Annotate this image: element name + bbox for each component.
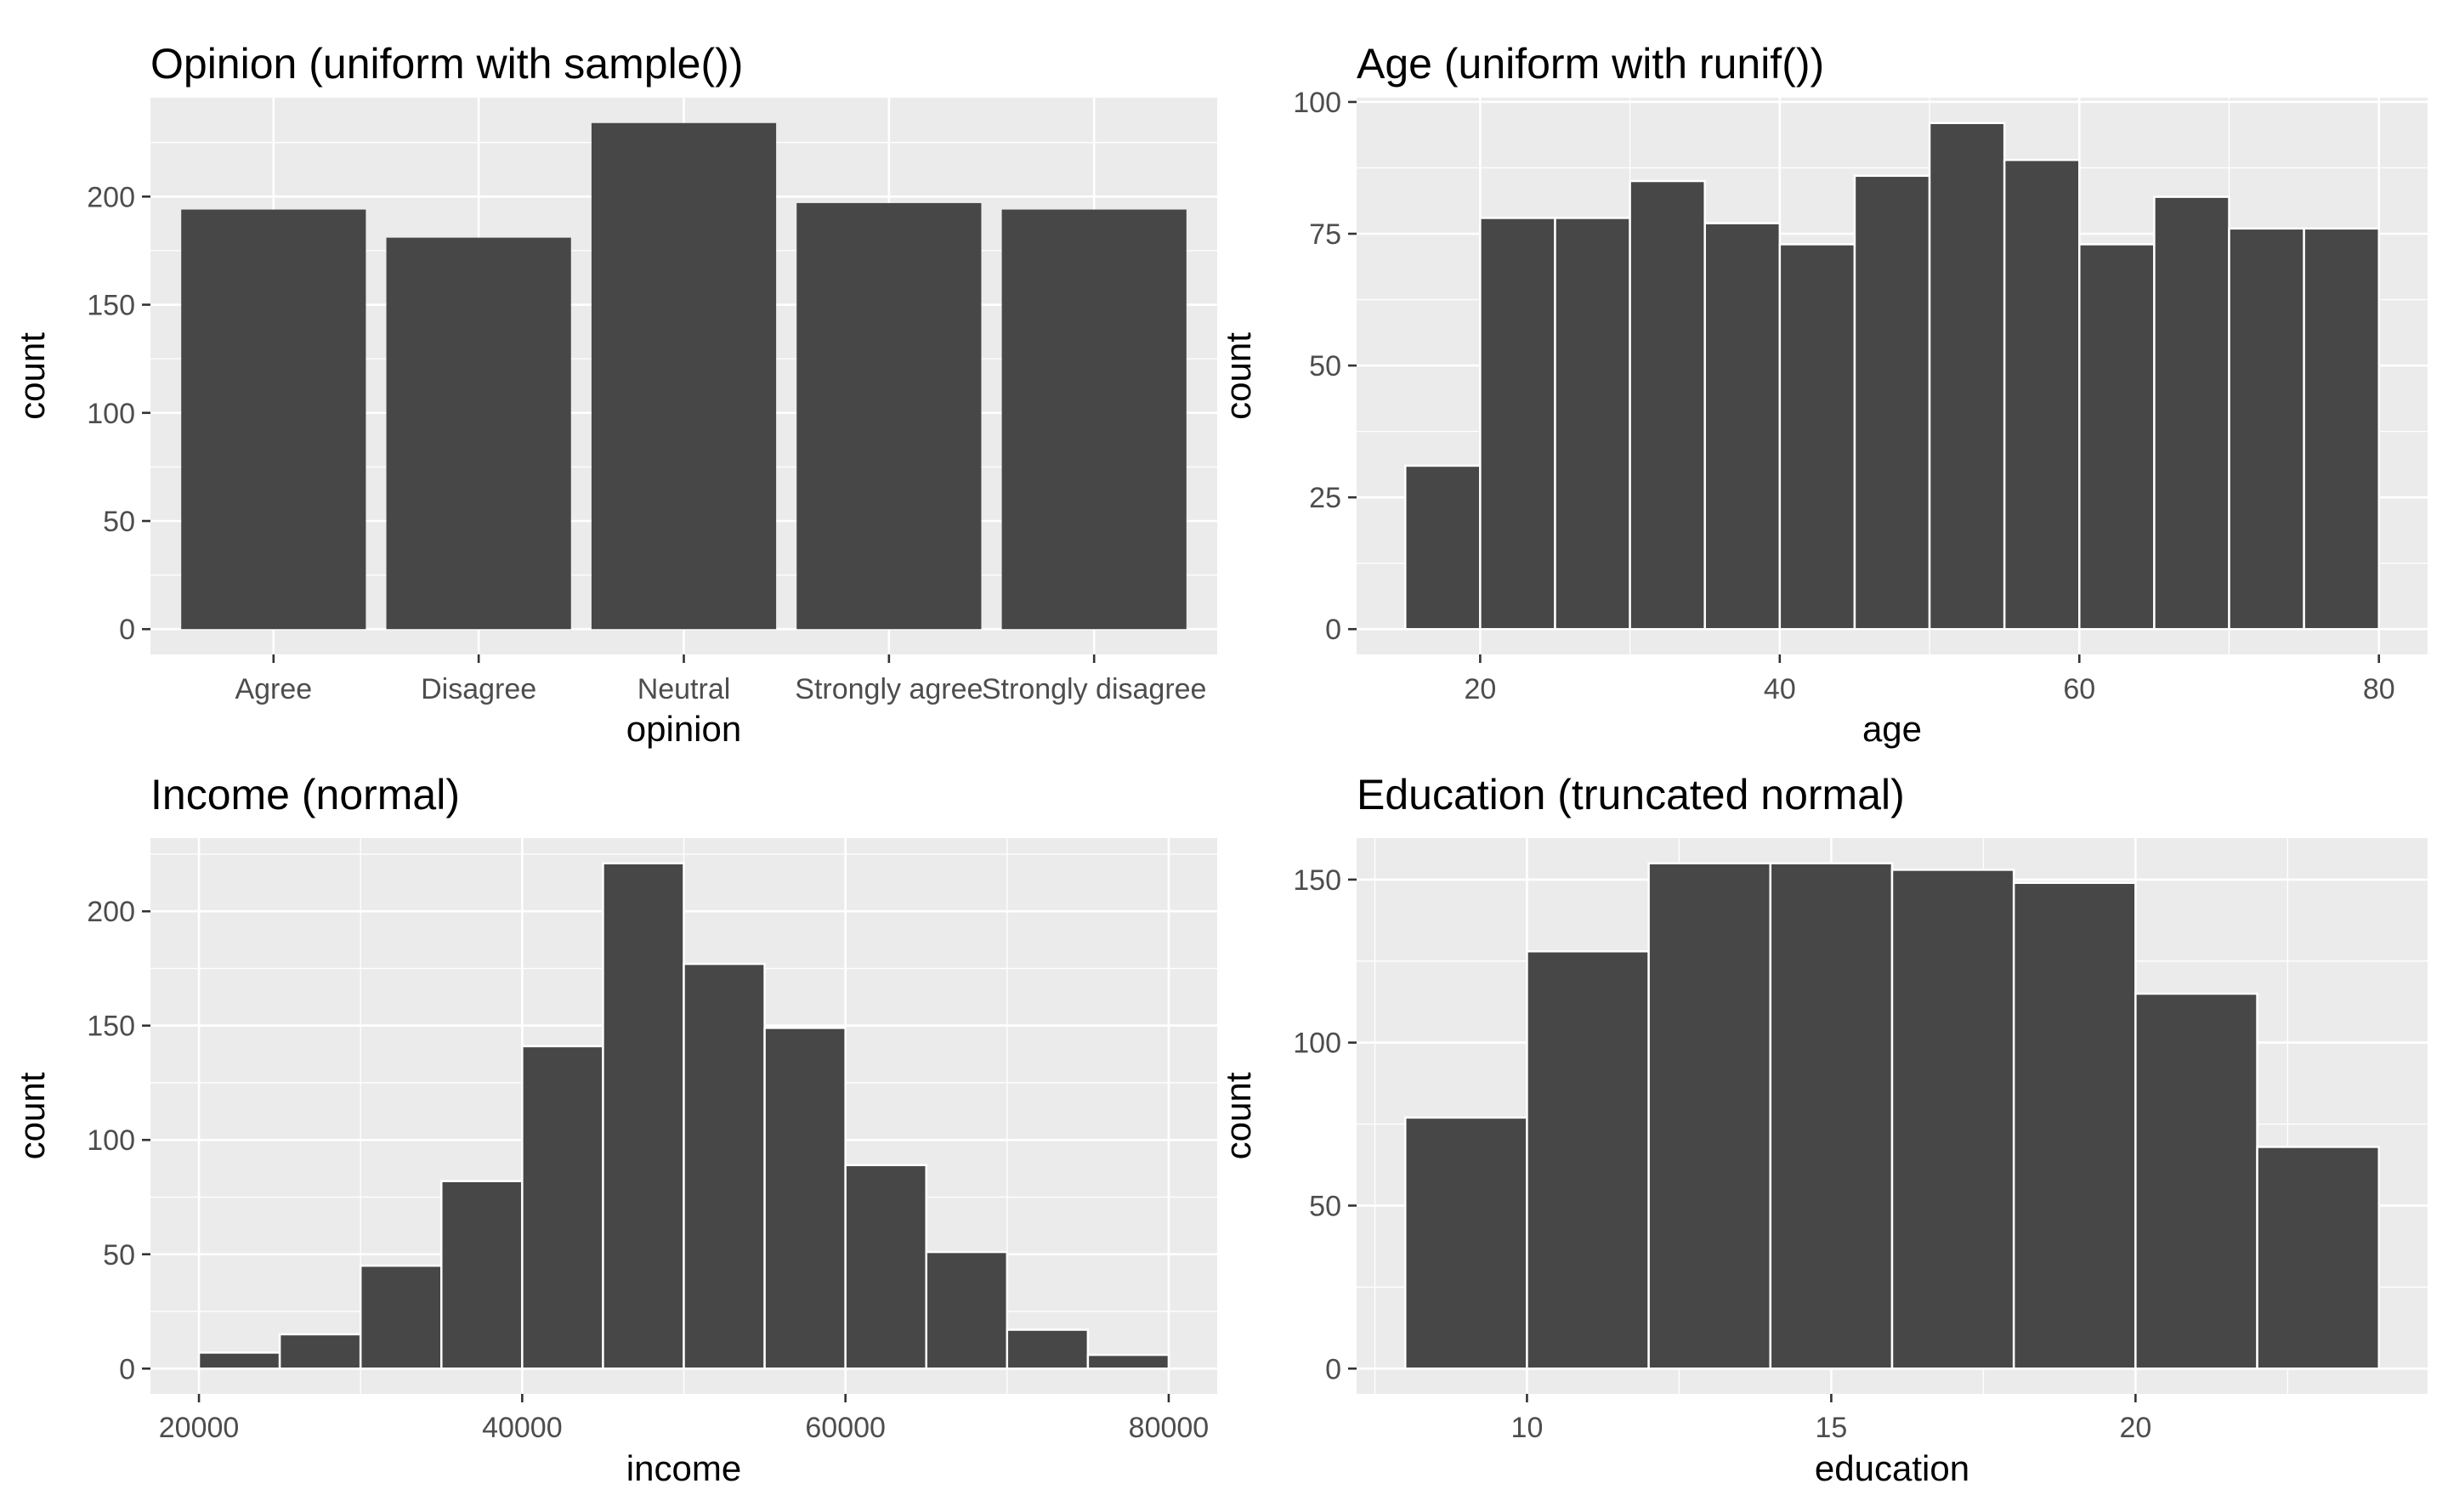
chart-title: Opinion (uniform with sample())	[150, 40, 743, 88]
y-tick-label: 0	[119, 1353, 135, 1385]
y-tick-label: 200	[87, 896, 135, 928]
x-tick-label: 20	[1464, 673, 1496, 705]
x-tick-label: 60000	[805, 1412, 886, 1444]
x-tick-label: 10	[1511, 1412, 1544, 1444]
bar	[1928, 122, 2006, 631]
x-tick-label: Strongly agree	[795, 673, 983, 705]
y-axis-title: count	[12, 1072, 52, 1159]
x-tick-label: Strongly disagree	[982, 673, 1207, 705]
bar	[763, 1027, 847, 1370]
bar	[197, 1351, 281, 1370]
x-tick-label: 15	[1815, 1412, 1847, 1444]
y-tick-label: 50	[1309, 1190, 1341, 1222]
x-tick-label: 40000	[482, 1412, 563, 1444]
x-tick-label: Agree	[235, 673, 312, 705]
bar	[1647, 862, 1772, 1370]
y-tick-label: 75	[1309, 218, 1341, 251]
bar	[1629, 179, 1706, 631]
bar	[440, 1180, 524, 1370]
bar	[2153, 195, 2230, 631]
bar	[591, 122, 777, 630]
y-tick-label: 100	[1293, 1028, 1341, 1060]
y-tick-label: 50	[1309, 350, 1341, 382]
bar	[1404, 1116, 1528, 1370]
x-axis-title: opinion	[626, 709, 741, 749]
x-tick-label: 80000	[1129, 1412, 1210, 1444]
bar	[2012, 881, 2137, 1370]
bar	[2256, 1146, 2380, 1370]
bar	[386, 237, 571, 630]
x-tick-label: 60	[2063, 673, 2095, 705]
chart-panel-2: 0 25 50 75 100 20 40 60 80 Age (uniform with runi…	[1218, 40, 2428, 749]
x-axis-title: age	[1862, 709, 1922, 749]
y-tick-label: 150	[1293, 864, 1341, 897]
x-tick-label: Disagree	[421, 673, 536, 705]
bar	[1526, 950, 1650, 1370]
y-tick-label: 150	[87, 290, 135, 322]
x-tick-label: 80	[2363, 673, 2395, 705]
x-axis-title: education	[1815, 1448, 1969, 1488]
chart-title: Education (truncated normal)	[1357, 771, 1905, 818]
bar	[2228, 227, 2305, 631]
bar	[2078, 243, 2156, 631]
y-tick-label: 150	[87, 1011, 135, 1043]
y-tick-label: 50	[103, 506, 135, 538]
bar	[521, 1045, 604, 1370]
y-tick-label: 0	[119, 614, 135, 646]
bar	[1479, 217, 1556, 631]
chart-panel-1: 0 50 100 150 200 Agree Disagree Neutral Strongly…	[12, 40, 1217, 749]
chart-title: Age (uniform with runif())	[1357, 40, 1824, 88]
bar	[1703, 222, 1782, 631]
bar	[1554, 217, 1631, 631]
bar	[2134, 992, 2258, 1370]
y-axis-title: count	[1218, 1072, 1258, 1159]
bar	[844, 1164, 927, 1370]
y-tick-label: 0	[1325, 1353, 1341, 1385]
bar	[925, 1250, 1009, 1370]
y-tick-label: 25	[1309, 482, 1341, 514]
y-tick-label: 100	[87, 1124, 135, 1157]
bar	[683, 962, 766, 1370]
bar	[2303, 227, 2380, 631]
bar	[2003, 158, 2081, 631]
bar	[1769, 862, 1894, 1370]
y-tick-label: 100	[1293, 87, 1341, 119]
bar	[602, 862, 685, 1370]
y-tick-label: 200	[87, 181, 135, 213]
bar	[278, 1333, 362, 1370]
bar	[1404, 464, 1482, 631]
y-tick-label: 50	[103, 1239, 135, 1271]
x-tick-label: 20000	[159, 1412, 240, 1444]
chart-title: Income (normal)	[150, 771, 460, 818]
bar	[1006, 1328, 1090, 1370]
x-tick-label: 20	[2119, 1412, 2151, 1444]
bar	[1001, 209, 1187, 630]
bar	[796, 202, 982, 630]
x-axis-title: income	[626, 1448, 741, 1488]
x-tick-label: 40	[1764, 673, 1796, 705]
y-axis-title: count	[12, 332, 52, 420]
y-axis-title: count	[1218, 332, 1258, 420]
bar	[181, 209, 366, 630]
chart-panel-3: 0 50 100 150 200 20000 40000 60000 80000 Income (…	[12, 771, 1217, 1488]
bar	[1853, 174, 1931, 631]
chart-panel-4: 0 50 100 150 10 15 20 Education (truncated norm…	[1218, 771, 2428, 1488]
y-tick-label: 0	[1325, 614, 1341, 646]
x-tick-label: Neutral	[638, 673, 731, 705]
bar	[1086, 1353, 1170, 1370]
bar	[359, 1264, 443, 1370]
bar	[1890, 869, 2015, 1370]
y-tick-label: 100	[87, 398, 135, 430]
bar	[1778, 243, 1856, 631]
